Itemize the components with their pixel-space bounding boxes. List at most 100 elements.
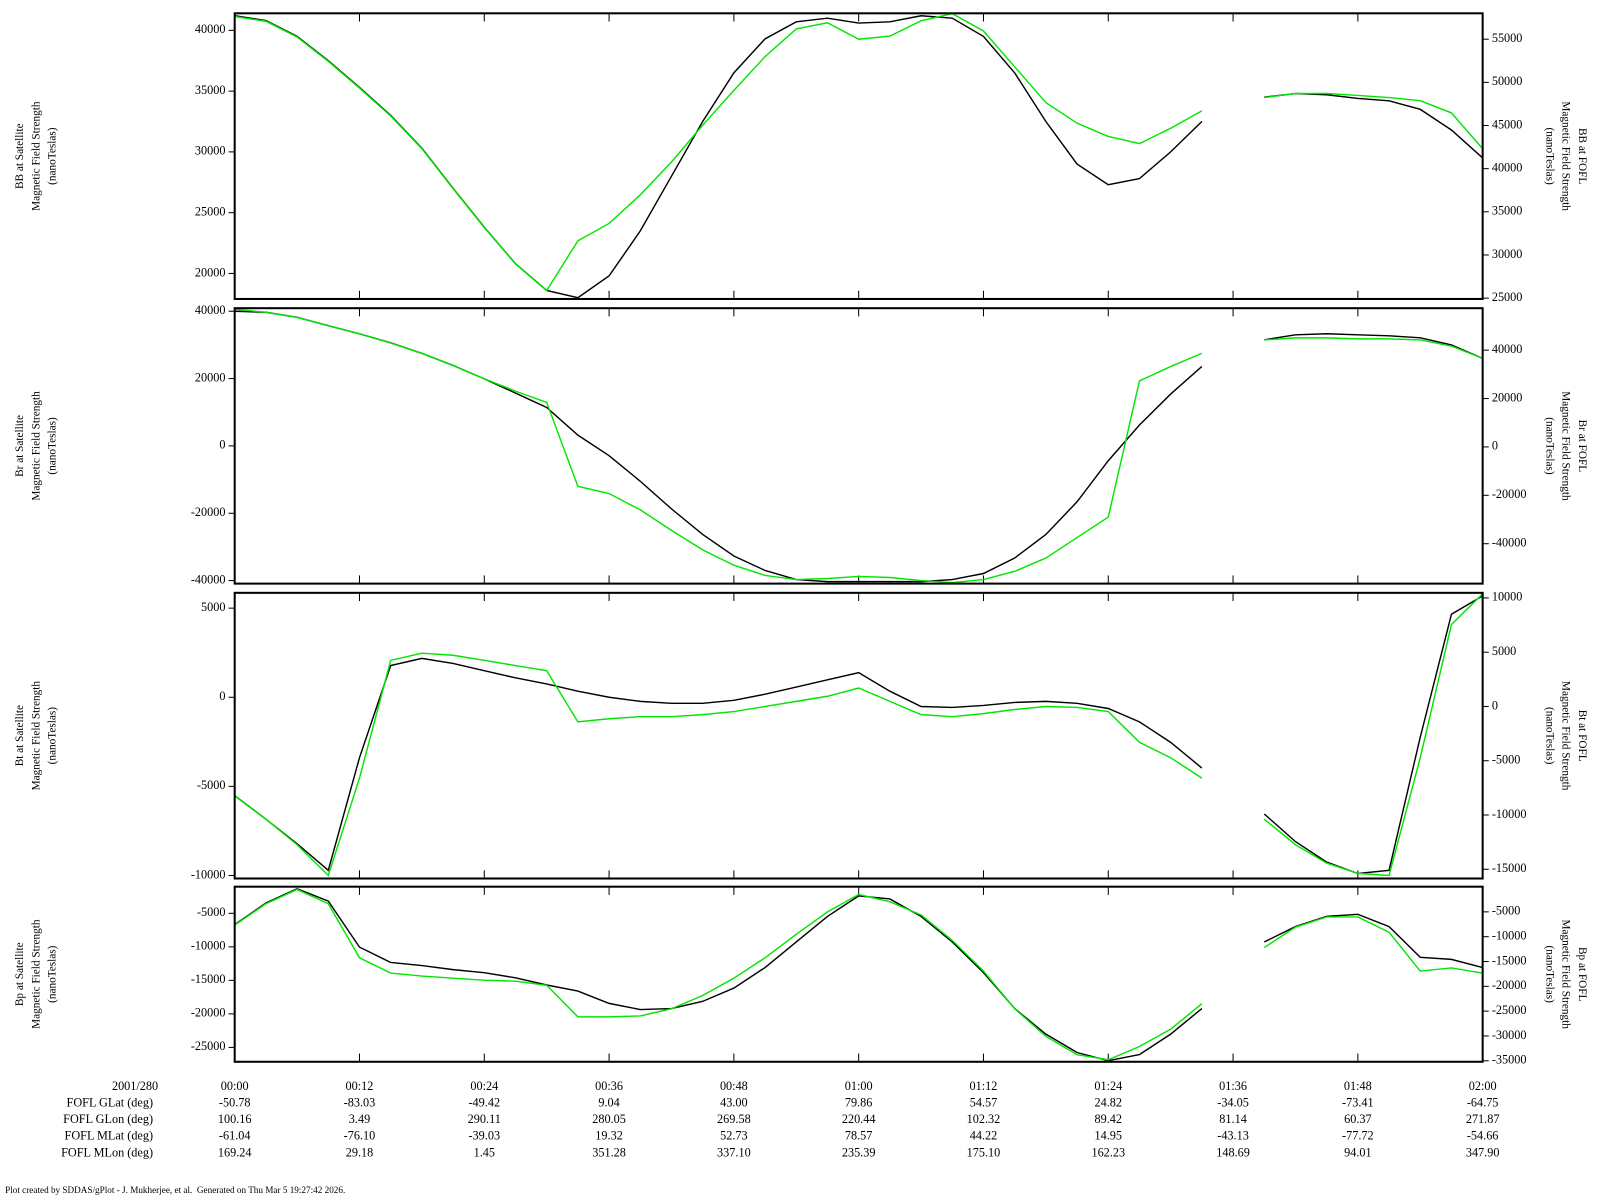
y-tick-label: 40000: [195, 22, 226, 36]
x-tick-label: 00:00: [221, 1079, 249, 1093]
y2-tick-label: 20000: [1492, 390, 1523, 404]
y-axis-label: Magnetic Field Strength: [30, 919, 42, 1029]
y2-tick-label: -5000: [1492, 904, 1521, 918]
ephemeris-value: -39.03: [468, 1128, 500, 1142]
ephemeris-value: 79.86: [845, 1096, 873, 1110]
y-tick-label: 20000: [195, 265, 226, 279]
ephemeris-value: -54.66: [1467, 1128, 1499, 1142]
ephemeris-value: 269.58: [717, 1112, 751, 1126]
series-line: [234, 310, 1483, 583]
y2-axis-label: Bt at FOFL: [1576, 710, 1588, 762]
y-axis-label: Br at Satellite: [14, 415, 26, 477]
series-line: [234, 12, 1484, 292]
y-tick-label: -20000: [191, 505, 226, 519]
ephemeris-value: -50.78: [219, 1096, 251, 1110]
x-tick-label: 02:00: [1469, 1079, 1497, 1093]
x-tick-label: 00:12: [346, 1079, 374, 1093]
y2-tick-label: 40000: [1492, 342, 1523, 356]
ephemeris-value: 9.04: [598, 1096, 619, 1110]
y-tick-label: 30000: [195, 144, 226, 158]
panel-frame: [233, 307, 1484, 585]
y-axis-label: Magnetic Field Strength: [30, 681, 42, 791]
y-axis-label: (nanoTeslas): [47, 945, 59, 1003]
ephemeris-value: 43.00: [720, 1096, 748, 1110]
y2-tick-label: 50000: [1492, 74, 1523, 88]
y2-tick-label: -15000: [1492, 861, 1527, 875]
y2-tick-label: 0: [1492, 439, 1498, 453]
y2-tick-label: -5000: [1492, 753, 1521, 767]
ephemeris-value: 29.18: [346, 1146, 374, 1160]
series-line: [234, 595, 1484, 875]
y2-tick-label: -20000: [1492, 978, 1527, 992]
y2-tick-label: 55000: [1492, 31, 1523, 45]
y-tick-label: 0: [219, 438, 225, 452]
y-tick-label: 0: [219, 689, 225, 703]
y2-tick-label: 5000: [1492, 644, 1516, 658]
x-tick-label: 01:12: [970, 1079, 998, 1093]
ephemeris-label: FOFL MLat (deg): [65, 1128, 154, 1142]
ephemeris-value: -34.05: [1217, 1096, 1249, 1110]
y-tick-label: 35000: [195, 83, 226, 97]
ephemeris-label: FOFL GLat (deg): [67, 1096, 154, 1110]
y2-tick-label: 45000: [1492, 117, 1523, 131]
y2-tick-label: -40000: [1492, 535, 1527, 549]
ephemeris-value: 19.32: [595, 1128, 623, 1142]
y-tick-label: 40000: [195, 303, 226, 317]
y-axis-label: Magnetic Field Strength: [30, 101, 42, 211]
series-line: [234, 887, 1483, 1062]
y2-tick-label: 35000: [1492, 204, 1523, 218]
y2-axis-label: (nanoTeslas): [1543, 127, 1555, 185]
ephemeris-value: -49.42: [468, 1096, 500, 1110]
panel-frame: [233, 12, 1484, 300]
ephemeris-value: 220.44: [842, 1112, 876, 1126]
ephemeris-value: 3.49: [349, 1112, 370, 1126]
y2-axis-label: Bp at FOFL: [1576, 947, 1588, 1002]
x-tick-label: 01:24: [1094, 1079, 1122, 1093]
y2-tick-label: -35000: [1492, 1053, 1527, 1067]
ephemeris-value: 24.82: [1095, 1096, 1123, 1110]
ephemeris-value: 162.23: [1091, 1146, 1125, 1160]
ephemeris-value: 54.57: [970, 1096, 998, 1110]
y2-tick-label: 0: [1492, 698, 1498, 712]
ephemeris-value: 271.87: [1466, 1112, 1500, 1126]
ephemeris-value: 100.16: [218, 1112, 252, 1126]
ephemeris-value: 235.39: [842, 1146, 876, 1160]
ephemeris-value: 60.37: [1344, 1112, 1372, 1126]
y-tick-label: -15000: [191, 972, 226, 986]
x-tick-label: 01:48: [1344, 1079, 1372, 1093]
ephemeris-value: 44.22: [970, 1128, 998, 1142]
ephemeris-value: 1.45: [474, 1146, 495, 1160]
ephemeris-value: -43.13: [1217, 1128, 1249, 1142]
y-tick-label: -5000: [197, 905, 226, 919]
y2-axis-label: Magnetic Field Strength: [1560, 681, 1572, 791]
y2-tick-label: 10000: [1492, 590, 1523, 604]
ephemeris-value: 175.10: [967, 1146, 1001, 1160]
y2-axis-label: (nanoTeslas): [1543, 707, 1555, 765]
ephemeris-value: -64.75: [1467, 1096, 1499, 1110]
ephemeris-value: 78.57: [845, 1128, 873, 1142]
y2-axis-label: (nanoTeslas): [1543, 417, 1555, 475]
ephemeris-value: 52.73: [720, 1128, 748, 1142]
ephemeris-value: -61.04: [219, 1128, 251, 1142]
x-tick-label: 00:48: [720, 1079, 748, 1093]
y-axis-label: (nanoTeslas): [47, 417, 59, 475]
ephemeris-value: 81.14: [1219, 1112, 1247, 1126]
y-tick-label: 20000: [195, 370, 226, 384]
y2-tick-label: -20000: [1492, 487, 1527, 501]
ephemeris-value: -77.72: [1342, 1128, 1374, 1142]
panel-frame: [233, 885, 1484, 1063]
y-tick-label: -40000: [191, 572, 226, 586]
y-tick-label: -20000: [191, 1006, 226, 1020]
ephemeris-value: -73.41: [1342, 1096, 1374, 1110]
y2-tick-label: -15000: [1492, 953, 1527, 967]
ephemeris-value: 351.28: [592, 1146, 626, 1160]
y2-tick-label: 30000: [1492, 247, 1523, 261]
y2-axis-label: Br at FOFL: [1576, 420, 1588, 473]
x-tick-label: 01:00: [845, 1079, 873, 1093]
y2-tick-label: 40000: [1492, 160, 1523, 174]
ephemeris-label: FOFL MLon (deg): [61, 1146, 153, 1160]
y2-axis-label: Magnetic Field Strength: [1560, 391, 1572, 501]
ephemeris-value: 89.42: [1095, 1112, 1123, 1126]
y-axis-label: Magnetic Field Strength: [30, 391, 42, 501]
